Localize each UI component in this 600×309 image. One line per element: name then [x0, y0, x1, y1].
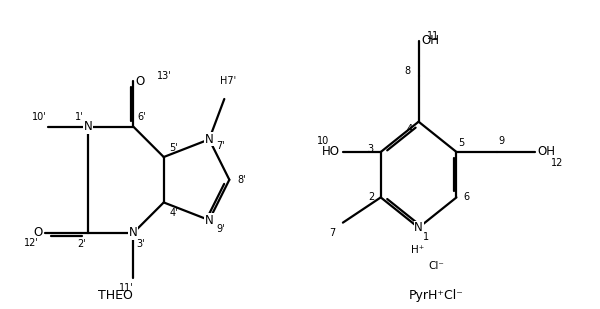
- Text: HO: HO: [322, 146, 340, 159]
- Text: 1: 1: [422, 232, 429, 242]
- Text: N: N: [205, 133, 214, 146]
- Text: OH: OH: [422, 34, 440, 48]
- Text: 12: 12: [551, 158, 563, 168]
- Text: 10: 10: [317, 136, 329, 146]
- Text: N: N: [129, 226, 138, 239]
- Text: N: N: [83, 120, 92, 133]
- Text: 2: 2: [368, 193, 375, 202]
- Text: Cl⁻: Cl⁻: [428, 260, 444, 271]
- Text: H7': H7': [220, 76, 236, 86]
- Text: 12': 12': [23, 238, 38, 248]
- Text: 9': 9': [216, 224, 224, 234]
- Text: 4': 4': [170, 208, 178, 218]
- Text: 13': 13': [157, 71, 172, 81]
- Text: 5': 5': [169, 143, 178, 153]
- Text: THEO: THEO: [98, 289, 133, 302]
- Text: N: N: [205, 214, 214, 226]
- Text: N: N: [414, 221, 423, 234]
- Text: 11: 11: [427, 31, 439, 41]
- Text: 6: 6: [463, 193, 470, 202]
- Text: 3: 3: [368, 144, 374, 154]
- Text: 1': 1': [75, 112, 84, 122]
- Text: O: O: [34, 226, 43, 239]
- Text: 11': 11': [119, 283, 134, 293]
- Text: OH: OH: [538, 146, 556, 159]
- Text: 8: 8: [404, 66, 410, 76]
- Text: 6': 6': [137, 112, 146, 122]
- Text: H⁺: H⁺: [411, 245, 424, 256]
- Text: 10': 10': [32, 112, 46, 122]
- Text: 9: 9: [499, 136, 505, 146]
- Text: 3': 3': [136, 239, 145, 249]
- Text: 2': 2': [77, 239, 86, 249]
- Text: O: O: [136, 75, 145, 88]
- Text: 7: 7: [329, 228, 336, 238]
- Text: 8': 8': [238, 175, 246, 185]
- Text: 7': 7': [216, 142, 224, 151]
- Text: 5: 5: [458, 138, 464, 148]
- Text: 4: 4: [406, 124, 413, 134]
- Text: PyrH⁺Cl⁻: PyrH⁺Cl⁻: [409, 289, 464, 302]
